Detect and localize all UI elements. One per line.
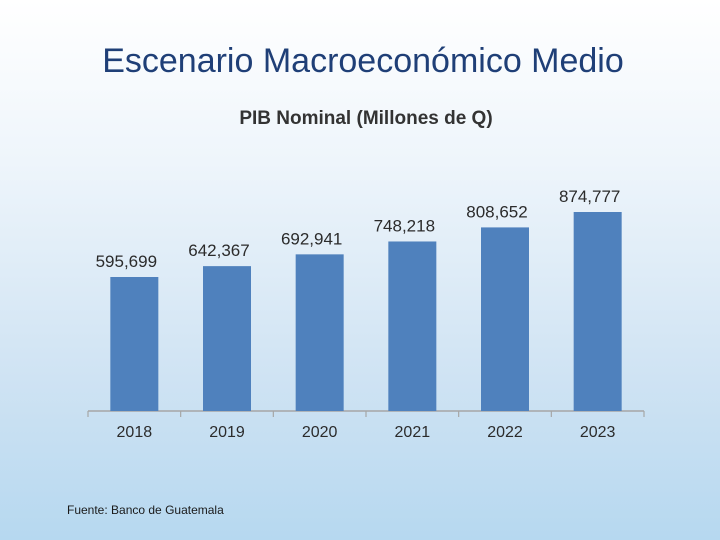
data-label-2018: 595,699 xyxy=(96,252,157,271)
data-label-2022: 808,652 xyxy=(466,202,527,221)
bar-2020 xyxy=(295,254,344,411)
bar-2018 xyxy=(110,277,159,411)
data-label-2023: 874,777 xyxy=(559,187,620,206)
source-note: Fuente: Banco de Guatemala xyxy=(67,503,224,517)
bar-2023 xyxy=(573,212,622,411)
x-tick-label-2023: 2023 xyxy=(580,424,616,441)
data-label-2021: 748,218 xyxy=(374,216,435,235)
x-tick-label-2021: 2021 xyxy=(395,424,431,441)
slide-title: Escenario Macroeconómico Medio xyxy=(102,42,624,80)
bar-2021 xyxy=(388,241,437,411)
x-tick-label-2019: 2019 xyxy=(209,424,245,441)
bar-2019 xyxy=(203,266,251,411)
x-tick-label-2022: 2022 xyxy=(487,424,523,441)
data-label-2019: 642,367 xyxy=(188,241,249,260)
chart-title: PIB Nominal (Millones de Q) xyxy=(239,108,493,129)
data-label-2020: 692,941 xyxy=(281,229,342,248)
x-tick-label-2020: 2020 xyxy=(302,424,338,441)
x-tick-label-2018: 2018 xyxy=(117,424,153,441)
bar-2022 xyxy=(481,227,529,411)
